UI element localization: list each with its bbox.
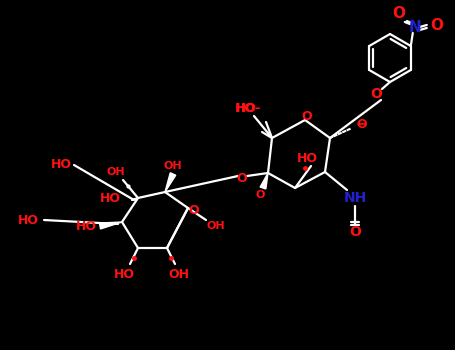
Text: NH: NH [344, 191, 367, 205]
Text: HO-: HO- [235, 102, 261, 114]
Text: O: O [302, 110, 312, 122]
Text: O: O [370, 87, 382, 101]
Text: HO: HO [297, 152, 318, 164]
Text: O: O [349, 225, 361, 239]
Text: HO: HO [76, 219, 96, 232]
Text: O: O [237, 172, 248, 184]
Text: HO: HO [17, 214, 39, 226]
Polygon shape [260, 173, 268, 189]
Text: OH: OH [164, 161, 182, 171]
Text: HO: HO [236, 102, 257, 114]
Polygon shape [165, 173, 176, 192]
Text: O: O [392, 7, 405, 21]
Text: OH: OH [207, 221, 225, 231]
Text: OH: OH [168, 267, 189, 280]
Text: HO: HO [100, 191, 121, 204]
Polygon shape [100, 222, 122, 229]
Text: O: O [255, 190, 265, 200]
Text: HO: HO [51, 159, 72, 172]
Text: OH: OH [106, 167, 125, 177]
Text: HO: HO [113, 267, 135, 280]
Text: N: N [409, 21, 421, 35]
Text: O: O [189, 203, 199, 217]
Text: O: O [430, 19, 443, 34]
Text: O: O [357, 118, 367, 131]
